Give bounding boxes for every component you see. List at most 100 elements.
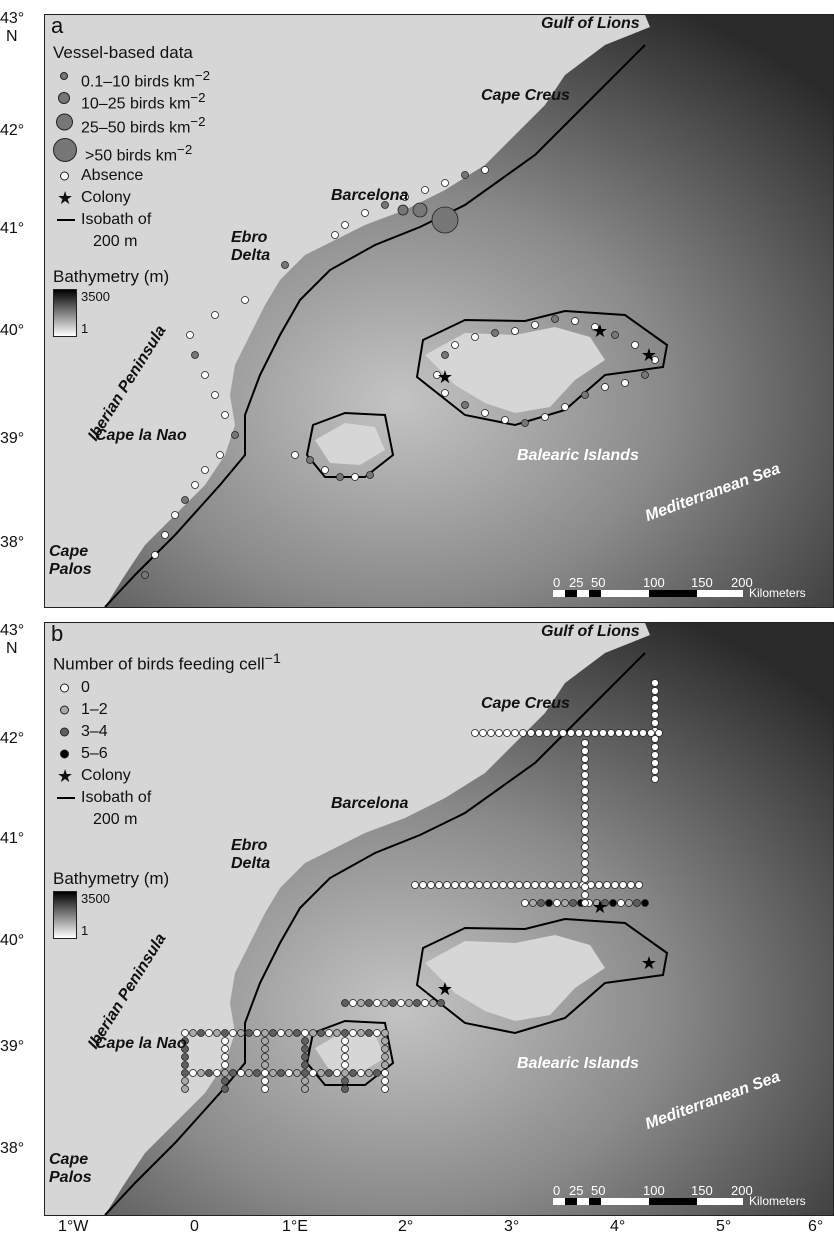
survey-point: [481, 409, 489, 417]
survey-point: [205, 1029, 213, 1037]
survey-point: [365, 999, 373, 1007]
circle-icon: [60, 171, 69, 181]
label-gulf: Gulf of Lions: [541, 623, 640, 640]
survey-point: [253, 1029, 261, 1037]
legend-item: 200 m: [93, 233, 138, 250]
y-tick: 40°: [0, 322, 25, 339]
survey-point: [381, 1085, 389, 1093]
survey-point: [361, 209, 369, 217]
survey-point: [261, 1085, 269, 1093]
survey-point: [405, 999, 413, 1007]
isobath-balearic: [415, 917, 669, 1035]
survey-point: [229, 1029, 237, 1037]
legend-item: 200 m: [93, 810, 138, 828]
circle-icon: [60, 727, 69, 737]
survey-point: [531, 321, 539, 329]
survey-point: [567, 729, 575, 737]
survey-point: [381, 1077, 389, 1085]
survey-point: [511, 729, 519, 737]
survey-point: [197, 1069, 205, 1077]
survey-point: [553, 899, 561, 907]
x-tick: 2°: [398, 1218, 414, 1235]
survey-point: [186, 331, 194, 339]
survey-point: [581, 811, 589, 819]
survey-point: [441, 351, 449, 359]
circle-icon: [60, 683, 69, 693]
bathymetry-bar: [53, 289, 77, 337]
survey-point: [635, 881, 643, 889]
survey-point: [181, 1037, 189, 1045]
survey-point: [539, 881, 547, 889]
survey-point: [581, 739, 589, 747]
survey-point: [221, 1061, 229, 1069]
circle-icon: [60, 705, 69, 715]
survey-point: [413, 999, 421, 1007]
survey-point: [285, 1069, 293, 1077]
survey-point: [611, 331, 619, 339]
circle-icon: [53, 138, 77, 162]
survey-point: [559, 729, 567, 737]
survey-point: [581, 867, 589, 875]
survey-point: [261, 1069, 269, 1077]
survey-point: [306, 456, 314, 464]
label-delta: Delta: [231, 247, 271, 264]
survey-point: [189, 1069, 197, 1077]
survey-point: [515, 881, 523, 889]
survey-point: [357, 1069, 365, 1077]
survey-point: [309, 1029, 317, 1037]
survey-point: [397, 999, 405, 1007]
survey-point: [213, 1029, 221, 1037]
survey-point: [421, 999, 429, 1007]
survey-point: [341, 1077, 349, 1085]
land-iberia: [45, 15, 650, 607]
survey-point: [475, 881, 483, 889]
survey-point: [537, 899, 545, 907]
survey-point: [651, 775, 659, 783]
x-tick: 5°: [716, 1218, 732, 1235]
line-icon: [57, 219, 75, 221]
map-base-a: ★ ★ ★: [45, 15, 833, 607]
survey-point: [461, 401, 469, 409]
survey-point: [349, 1029, 357, 1037]
land-mallorca: [425, 327, 605, 413]
survey-point: [229, 1069, 237, 1077]
panel-letter: a: [51, 14, 64, 38]
survey-point: [601, 383, 609, 391]
survey-point: [309, 1069, 317, 1077]
label-ebro: Ebro: [231, 837, 268, 854]
survey-point: [336, 473, 344, 481]
survey-point: [651, 719, 659, 727]
y-tick: 39°: [0, 1038, 25, 1055]
survey-point: [301, 1077, 309, 1085]
survey-point: [429, 999, 437, 1007]
survey-point: [301, 1069, 309, 1077]
survey-point: [331, 231, 339, 239]
legend-title: Vessel-based data: [53, 43, 193, 62]
survey-point: [381, 1069, 389, 1077]
label-balearic: Balearic Islands: [517, 1055, 639, 1072]
survey-point: [581, 875, 589, 883]
survey-point: [281, 261, 289, 269]
colony-star-icon: ★: [641, 953, 657, 973]
survey-point: [467, 881, 475, 889]
survey-point: [301, 1037, 309, 1045]
survey-point: [521, 899, 529, 907]
survey-point: [581, 763, 589, 771]
survey-point: [349, 1069, 357, 1077]
survey-point: [581, 391, 589, 399]
survey-point: [569, 899, 577, 907]
survey-point: [293, 1029, 301, 1037]
survey-point: [471, 333, 479, 341]
survey-point: [443, 881, 451, 889]
survey-point: [269, 1029, 277, 1037]
survey-point: [451, 341, 459, 349]
map-panel-a: ★ ★ ★ a Vessel-based data 0.1–10 birds km−…: [44, 14, 834, 608]
survey-point: [237, 1069, 245, 1077]
survey-point: [651, 751, 659, 759]
star-icon: ★: [57, 765, 74, 786]
survey-point: [373, 1029, 381, 1037]
survey-point: [551, 729, 559, 737]
survey-point: [213, 1069, 221, 1077]
survey-point: [437, 999, 445, 1007]
survey-point: [487, 729, 495, 737]
